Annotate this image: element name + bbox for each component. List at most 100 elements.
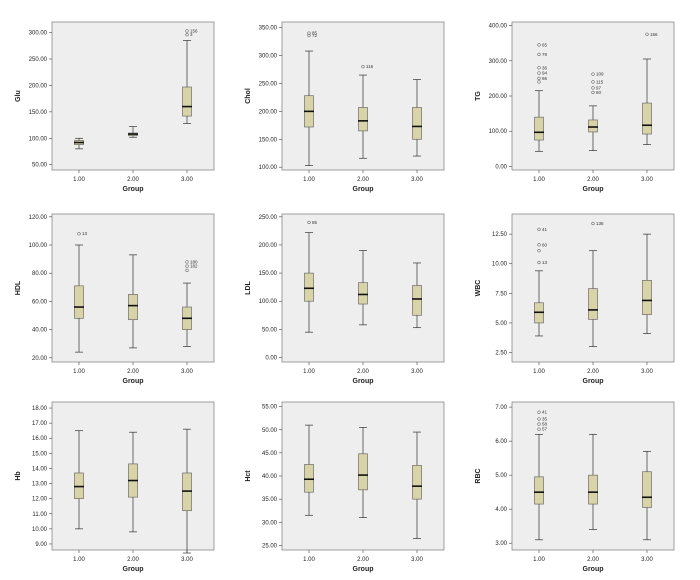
box xyxy=(412,107,422,140)
outlier-point xyxy=(537,249,541,253)
y-tick-label: 0.00 xyxy=(265,355,277,361)
y-tick-label: 50.00 xyxy=(262,428,278,434)
outlier-label: 3 xyxy=(190,32,193,37)
outlier-label: 180 xyxy=(190,259,198,264)
outlier-label: 115 xyxy=(596,79,604,84)
boxplot-glu: 50.00 100.00 150.00 200.00 250.00 300.00 1.00 2… xyxy=(8,8,228,196)
box xyxy=(642,280,652,315)
y-tick-label: 5.00 xyxy=(495,473,507,479)
outlier-label: 97 xyxy=(596,85,602,90)
chart-svg-tg: 0.00 100.00 200.00 300.00 400.00 1.00 2.00 3.00… xyxy=(475,21,675,193)
outlier-point xyxy=(307,33,311,38)
box xyxy=(534,116,544,141)
chart-svg-rbc: 3.00 4.00 5.00 6.00 7.00 1.00 2.00 3.00 Group RBC… xyxy=(475,401,675,573)
x-axis-title: Group xyxy=(583,186,604,193)
outlier-point xyxy=(307,220,311,225)
y-axis-title: Hb xyxy=(15,471,22,480)
y-tick-label: 250.00 xyxy=(259,215,278,221)
outlier-label: 57 xyxy=(542,427,548,432)
y-tick-label: 11.00 xyxy=(32,512,47,518)
boxplot-ldl: 0.00 50.00 100.00 150.00 200.00 250.00 1.00 2.0… xyxy=(238,200,458,388)
box xyxy=(128,294,138,321)
y-tick-label: 6.00 xyxy=(495,439,507,445)
y-tick-label: 100.00 xyxy=(29,136,48,142)
y-tick-label: 200.00 xyxy=(259,109,278,115)
outlier-point xyxy=(591,221,595,226)
x-tick-label: 1.00 xyxy=(533,557,545,563)
outlier-point xyxy=(185,260,189,264)
chart-svg-ldl: 0.00 50.00 100.00 150.00 200.00 250.00 1.00 2.0… xyxy=(245,213,445,385)
box xyxy=(304,464,314,493)
x-tick-label: 1.00 xyxy=(73,369,85,375)
y-tick-label: 350.00 xyxy=(259,26,278,32)
outlier-point xyxy=(537,427,541,431)
x-tick-label: 1.00 xyxy=(533,369,545,375)
y-tick-label: 200.00 xyxy=(259,243,278,249)
x-tick-label: 3.00 xyxy=(181,557,193,563)
x-tick-label: 2.00 xyxy=(357,369,369,375)
box xyxy=(588,288,598,320)
y-tick-label: 200.00 xyxy=(29,83,48,89)
outlier-label: 41 xyxy=(542,410,548,415)
x-tick-label: 1.00 xyxy=(303,369,315,375)
outlier-point xyxy=(307,31,311,35)
outlier-label: 41 xyxy=(542,227,548,232)
outlier-point xyxy=(591,86,595,90)
y-axis-title: Glu xyxy=(15,90,22,102)
y-tick-label: 300.00 xyxy=(29,31,48,37)
boxplot-chol: 100.00 150.00 200.00 250.00 300.00 350.00 1.00… xyxy=(238,8,458,196)
box xyxy=(358,282,368,305)
outlier-point xyxy=(185,268,189,273)
outlier-label: 94 xyxy=(542,71,548,76)
y-tick-label: 10.00 xyxy=(492,262,508,268)
outlier-point xyxy=(537,76,541,81)
y-axis-title: Chol xyxy=(245,88,252,104)
y-tick-label: 50.00 xyxy=(262,327,278,333)
box xyxy=(182,86,192,117)
x-axis-title: Group xyxy=(353,566,374,573)
y-tick-label: 250.00 xyxy=(29,57,48,63)
outlier-point xyxy=(185,29,189,33)
y-tick-label: 7.00 xyxy=(495,405,507,411)
y-axis-title: WBC xyxy=(475,280,482,297)
x-axis-title: Group xyxy=(583,566,604,573)
y-tick-label: 45.00 xyxy=(262,451,278,457)
outlier-label: 156 xyxy=(190,28,198,33)
y-tick-label: 0.00 xyxy=(495,164,507,170)
outlier-point xyxy=(537,71,541,75)
y-tick-label: 18.00 xyxy=(32,406,48,412)
y-tick-label: 4.00 xyxy=(495,507,507,513)
boxplot-hdl: 20.00 40.00 60.00 80.00 100.00 120.00 1.00 2.00… xyxy=(8,200,228,388)
outlier-point xyxy=(537,243,541,247)
y-axis-title: Hct xyxy=(245,470,252,482)
outlier-point xyxy=(537,422,541,426)
outlier-label: 156 xyxy=(650,32,658,37)
boxplot-rbc: 3.00 4.00 5.00 6.00 7.00 1.00 2.00 3.00 Group RBC… xyxy=(468,388,688,576)
outlier-point xyxy=(537,43,541,47)
outlier-point xyxy=(185,264,189,268)
box xyxy=(588,474,598,505)
box xyxy=(642,102,652,135)
y-axis-title: RBC xyxy=(475,468,482,483)
x-axis-title: Group xyxy=(353,186,374,193)
box xyxy=(358,107,368,132)
x-tick-label: 2.00 xyxy=(127,177,139,183)
y-tick-label: 80.00 xyxy=(32,271,48,277)
x-tick-label: 2.00 xyxy=(587,557,599,563)
chart-svg-wbc: 2.50 5.00 7.50 10.00 12.50 1.00 2.00 3.00 Group W… xyxy=(475,213,675,385)
y-tick-label: 100.00 xyxy=(259,299,278,305)
outlier-label: 13 xyxy=(82,231,88,236)
outlier-point xyxy=(591,80,595,84)
outlier-point xyxy=(537,410,541,414)
box xyxy=(412,465,422,500)
outlier-label: 65 xyxy=(542,42,548,47)
x-tick-label: 2.00 xyxy=(127,369,139,375)
outlier-label: 58 xyxy=(542,422,548,427)
x-tick-label: 1.00 xyxy=(303,557,315,563)
outlier-point xyxy=(645,32,649,36)
x-tick-label: 3.00 xyxy=(411,557,423,563)
y-tick-label: 30.00 xyxy=(262,520,278,526)
outlier-point xyxy=(537,80,541,84)
x-tick-label: 3.00 xyxy=(181,369,193,375)
outlier-point xyxy=(537,66,541,70)
